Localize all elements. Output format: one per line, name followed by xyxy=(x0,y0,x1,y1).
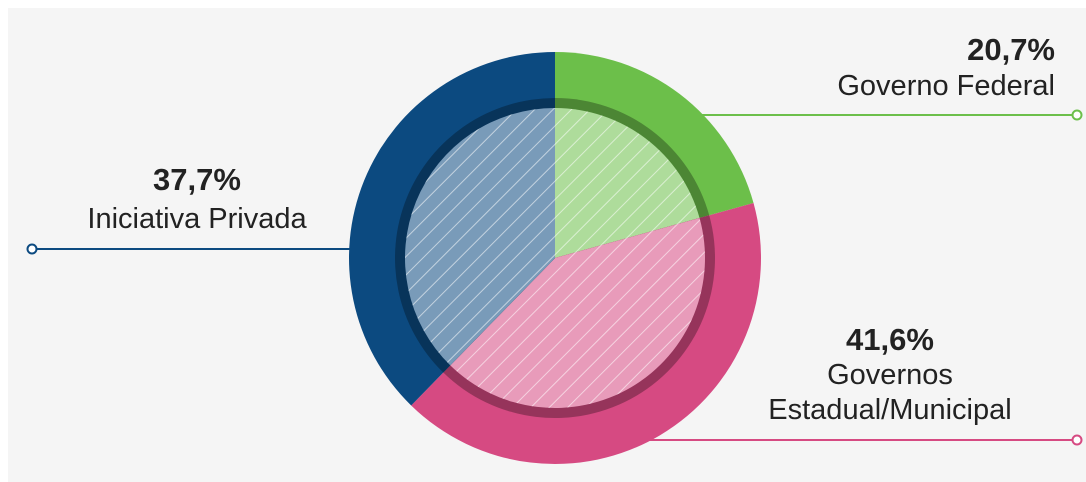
value-label: 20,7% xyxy=(967,32,1055,67)
leader-dot xyxy=(26,243,38,255)
leader-dot xyxy=(1071,109,1083,121)
labels: 20,7%Governo Federal 41,6%Governos Estadua… xyxy=(26,32,1083,446)
value-label: 41,6% xyxy=(846,322,934,357)
value-label: 37,7% xyxy=(153,162,241,197)
leader-dot xyxy=(1071,434,1083,446)
category-label: Iniciativa Privada xyxy=(87,203,307,235)
hatch-overlay xyxy=(405,108,705,408)
category-label: Governo Federal xyxy=(837,70,1055,102)
category-label: Governos Estadual/Municipal xyxy=(768,359,1011,426)
